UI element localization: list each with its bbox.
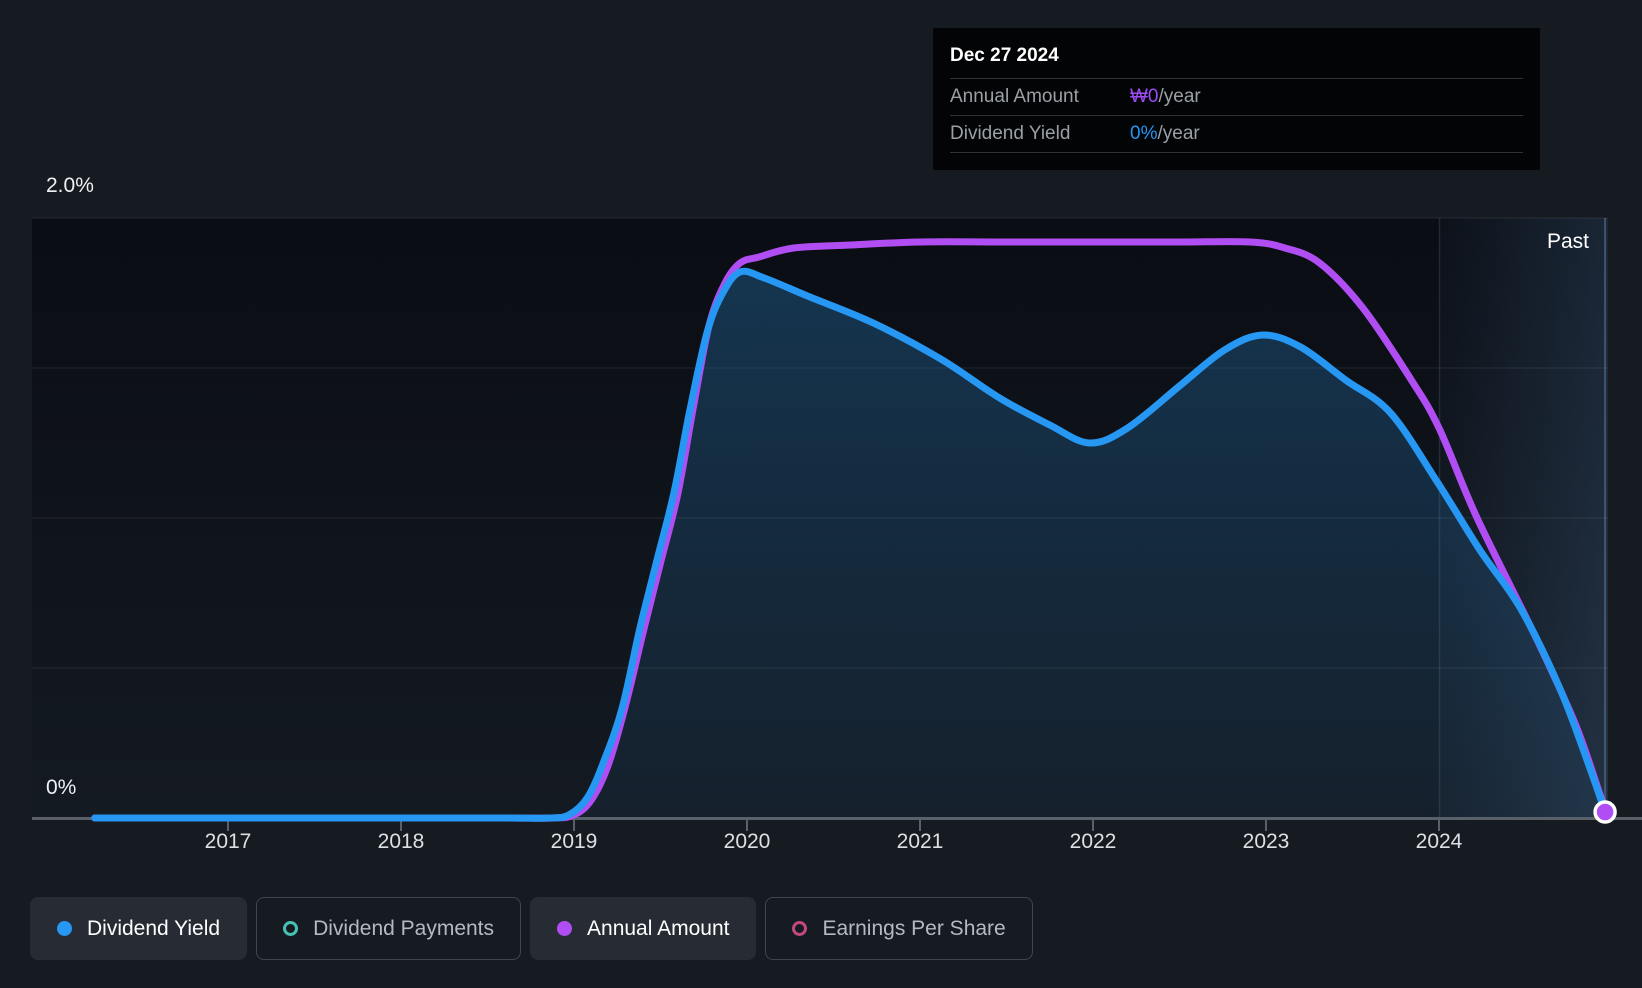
filled-dot-icon	[57, 921, 72, 936]
x-label-2023: 2023	[1242, 830, 1290, 853]
hover-tooltip: Dec 27 2024 Annual Amount ₩0/year Dividend…	[933, 28, 1540, 170]
tooltip-row-value: ₩0	[1130, 86, 1159, 107]
tooltip-bottom-divider	[950, 152, 1523, 170]
x-label-2019: 2019	[550, 830, 598, 853]
series-legend: Dividend Yield Dividend Payments Annual Am…	[30, 897, 1033, 960]
tooltip-row-dividend-yield: Dividend Yield 0%/year	[950, 115, 1523, 152]
end-point-marker	[1593, 800, 1617, 824]
tooltip-row-suffix: /year	[1157, 123, 1200, 144]
legend-dividend-yield-button[interactable]: Dividend Yield	[30, 897, 248, 960]
x-label-2021: 2021	[896, 830, 944, 853]
y-axis-max-label: 2.0%	[46, 174, 94, 197]
dividend-yield-area	[94, 271, 1606, 819]
legend-dividend-payments-button[interactable]: Dividend Payments	[256, 897, 522, 960]
legend-label: Dividend Payments	[313, 916, 495, 940]
y-axis-zero-label: 0%	[46, 776, 77, 799]
tooltip-row-suffix: /year	[1158, 86, 1201, 107]
legend-earnings-per-share-button[interactable]: Earnings Per Share	[765, 897, 1033, 960]
dividend-yield-line	[91, 267, 1609, 822]
x-label-2020: 2020	[723, 830, 771, 853]
tooltip-row-label: Dividend Yield	[950, 123, 1071, 144]
tooltip-row-label: Annual Amount	[950, 86, 1079, 107]
x-label-2024: 2024	[1415, 830, 1463, 853]
x-label-2017: 2017	[204, 830, 252, 853]
tooltip-row-annual-amount: Annual Amount ₩0/year	[950, 78, 1523, 115]
ring-icon	[792, 921, 808, 936]
legend-label: Annual Amount	[587, 916, 730, 940]
x-label-2018: 2018	[377, 830, 425, 853]
tooltip-row-value: 0%	[1130, 123, 1158, 144]
ring-icon	[283, 921, 299, 936]
x-label-2022: 2022	[1069, 830, 1117, 853]
legend-label: Dividend Yield	[87, 916, 221, 940]
past-region-label: Past	[1547, 230, 1590, 253]
legend-label: Earnings Per Share	[822, 916, 1006, 940]
filled-dot-icon	[557, 921, 573, 936]
legend-annual-amount-button[interactable]: Annual Amount	[530, 897, 757, 960]
tooltip-date: Dec 27 2024	[950, 45, 1059, 66]
